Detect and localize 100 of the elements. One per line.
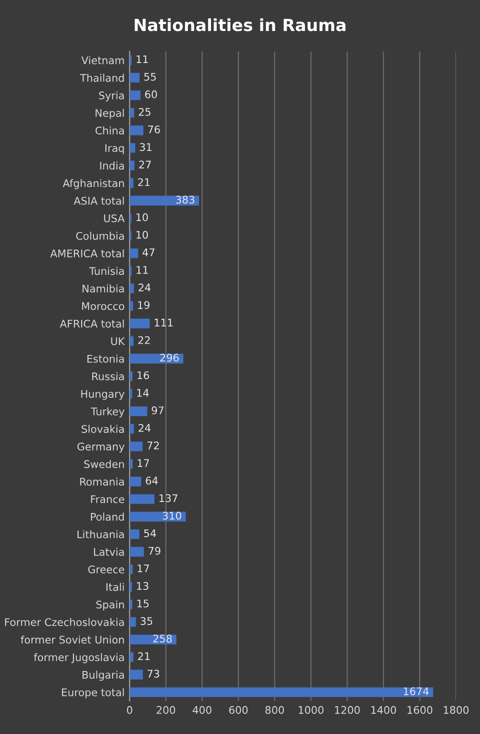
data-label: 72 bbox=[147, 442, 159, 450]
data-label: 60 bbox=[145, 90, 157, 98]
y-tick-label: former Soviet Union bbox=[20, 636, 124, 644]
x-tick-label: 0 bbox=[126, 706, 132, 714]
y-tick-label: ASIA total bbox=[74, 196, 124, 205]
data-label: 13 bbox=[137, 582, 148, 590]
y-tick-label: Turkey bbox=[90, 407, 124, 418]
data-label: 24 bbox=[138, 284, 151, 292]
x-tick-label: 200 bbox=[156, 706, 176, 714]
bar bbox=[130, 178, 134, 188]
data-label: 15 bbox=[137, 600, 149, 608]
x-tick-label: 1800 bbox=[444, 706, 469, 714]
bar bbox=[130, 600, 132, 610]
data-label: 14 bbox=[137, 389, 149, 397]
y-tick-label: Vietnam bbox=[81, 56, 124, 64]
y-tick-label: Syria bbox=[99, 91, 124, 102]
data-label: 21 bbox=[138, 178, 150, 186]
y-tick-label: France bbox=[91, 495, 124, 504]
data-label: 310 bbox=[162, 512, 182, 520]
data-label: 24 bbox=[138, 424, 151, 432]
bar bbox=[130, 529, 140, 540]
y-tick-label: Sweden bbox=[84, 460, 124, 468]
y-tick-label: Afghanistan bbox=[62, 179, 124, 190]
data-label: 16 bbox=[138, 371, 150, 380]
data-label: 25 bbox=[138, 108, 150, 116]
bar bbox=[130, 442, 143, 452]
bar bbox=[130, 617, 136, 627]
bar bbox=[130, 406, 148, 416]
data-label: 21 bbox=[138, 652, 150, 660]
data-label: 137 bbox=[160, 494, 178, 502]
y-tick-label: Itali bbox=[106, 582, 124, 591]
data-label: 11 bbox=[136, 55, 148, 64]
data-label: 27 bbox=[139, 160, 151, 168]
data-label: 17 bbox=[138, 459, 149, 467]
bar bbox=[130, 72, 140, 83]
bar bbox=[130, 248, 138, 258]
data-label: 296 bbox=[160, 354, 179, 362]
bar bbox=[130, 424, 134, 434]
data-label: 10 bbox=[136, 213, 148, 222]
bar bbox=[130, 196, 200, 206]
y-tick-label: AFRICA total bbox=[60, 320, 124, 328]
x-tick-label: 600 bbox=[229, 706, 248, 714]
y-tick-label: Former Czechoslovakia bbox=[5, 618, 124, 626]
data-label: 54 bbox=[144, 529, 156, 538]
bar bbox=[130, 476, 142, 486]
bar bbox=[130, 301, 134, 311]
bar bbox=[130, 90, 140, 100]
y-tick-label: Poland bbox=[90, 512, 124, 521]
bar bbox=[130, 652, 134, 662]
y-tick-label: Columbia bbox=[76, 232, 124, 240]
data-label: 73 bbox=[148, 670, 160, 678]
bar bbox=[130, 336, 134, 346]
y-tick-label: Lithuania bbox=[78, 530, 124, 538]
x-tick-label: 1200 bbox=[335, 706, 360, 714]
data-label: 11 bbox=[136, 266, 148, 274]
y-tick-label: Latvia bbox=[94, 548, 124, 556]
y-tick-label: Nepal bbox=[96, 108, 124, 119]
x-tick-label: 1600 bbox=[408, 706, 432, 714]
bar bbox=[130, 143, 136, 153]
bar bbox=[130, 687, 434, 698]
bar bbox=[130, 494, 154, 504]
data-label: 19 bbox=[138, 301, 150, 309]
y-tick-label: Europe total bbox=[62, 688, 124, 698]
y-tick-label: Slovakia bbox=[82, 424, 124, 433]
y-tick-label: Iraq bbox=[105, 144, 124, 154]
y-tick-label: Russia bbox=[92, 372, 124, 380]
y-tick-label: USA bbox=[104, 214, 125, 222]
bar bbox=[130, 318, 150, 328]
data-label: 64 bbox=[146, 476, 158, 485]
y-tick-label: Thailand bbox=[80, 74, 124, 82]
bar bbox=[130, 546, 144, 557]
y-tick-label: Hungary bbox=[81, 390, 124, 400]
bar bbox=[130, 512, 186, 522]
y-tick-label: Greece bbox=[88, 566, 124, 574]
y-tick-label: Romania bbox=[80, 478, 124, 486]
y-tick-label: Tunisia bbox=[89, 266, 124, 275]
y-tick-label: Morocco bbox=[82, 302, 124, 310]
data-label: 31 bbox=[140, 143, 152, 151]
y-tick-label: Germany bbox=[77, 442, 124, 453]
y-tick-label: UK bbox=[111, 337, 125, 346]
y-tick-label: former Jugoslavia bbox=[34, 653, 124, 664]
data-label: 17 bbox=[138, 564, 149, 572]
chart-title: Nationalities in Rauma bbox=[134, 18, 346, 32]
y-tick-label: China bbox=[96, 126, 124, 134]
y-tick-label: Spain bbox=[96, 600, 124, 611]
data-label: 1674 bbox=[404, 687, 429, 696]
bar bbox=[130, 634, 176, 644]
bar bbox=[130, 670, 143, 680]
x-tick-label: 400 bbox=[192, 706, 212, 714]
x-tick-label: 800 bbox=[265, 706, 284, 714]
bar bbox=[130, 160, 134, 170]
y-tick-label: AMERICA total bbox=[50, 249, 124, 258]
data-label: 55 bbox=[144, 72, 156, 81]
data-label: 35 bbox=[140, 617, 152, 625]
x-tick-label: 1400 bbox=[371, 706, 396, 714]
y-tick-label: Namibia bbox=[82, 284, 124, 292]
data-label: 10 bbox=[136, 230, 148, 239]
data-label: 111 bbox=[154, 318, 173, 326]
data-label: 22 bbox=[138, 336, 150, 344]
data-label: 258 bbox=[153, 634, 172, 643]
